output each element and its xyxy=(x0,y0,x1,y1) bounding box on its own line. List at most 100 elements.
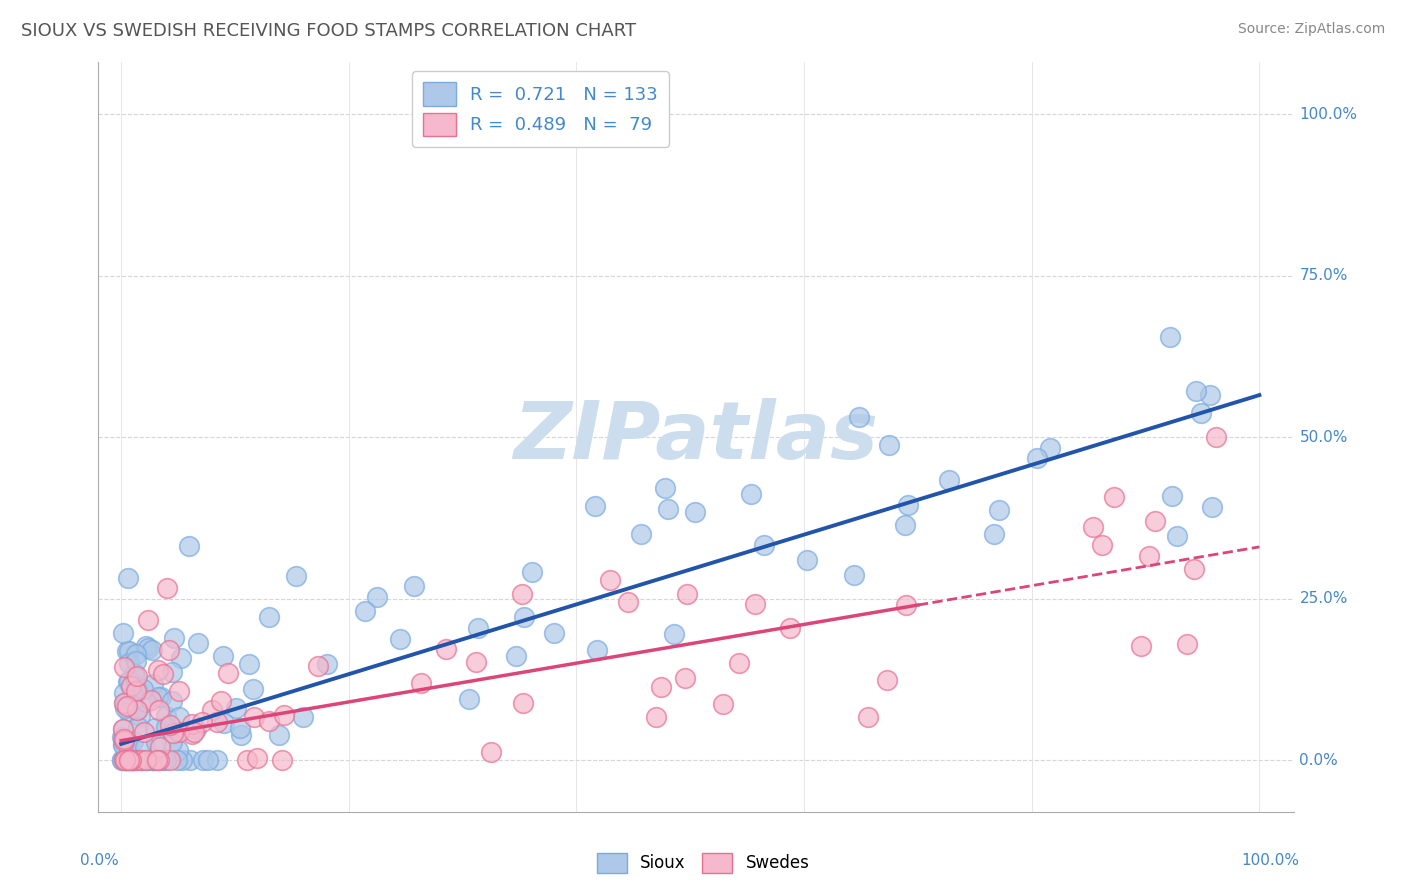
Point xyxy=(112,738,135,752)
Point xyxy=(212,716,235,731)
Point xyxy=(127,702,149,716)
Point xyxy=(115,644,138,658)
Text: 0.0%: 0.0% xyxy=(80,853,120,868)
Point xyxy=(117,704,139,718)
Point xyxy=(160,734,183,748)
Point xyxy=(513,610,536,624)
Point xyxy=(662,627,685,641)
Point xyxy=(1175,637,1198,651)
Point xyxy=(145,735,167,749)
Point xyxy=(183,725,205,739)
Point xyxy=(134,740,156,755)
Point xyxy=(1143,514,1166,528)
Point xyxy=(142,753,165,767)
Point xyxy=(162,726,184,740)
Point xyxy=(148,690,170,704)
Point xyxy=(117,571,139,585)
Point xyxy=(112,751,135,765)
Point xyxy=(125,684,148,698)
Point xyxy=(111,730,134,744)
Point xyxy=(191,714,214,729)
Point xyxy=(307,659,329,673)
Point xyxy=(131,753,153,767)
Point xyxy=(187,636,209,650)
Point xyxy=(114,701,136,715)
Point xyxy=(796,553,818,567)
Point xyxy=(271,753,294,767)
Point xyxy=(129,709,152,723)
Point xyxy=(285,569,308,583)
Point xyxy=(858,710,880,724)
Point xyxy=(257,714,280,728)
Point xyxy=(155,753,177,767)
Point xyxy=(1166,529,1188,543)
Point xyxy=(114,753,136,767)
Point xyxy=(160,665,183,679)
Text: 100.0%: 100.0% xyxy=(1241,853,1299,868)
Point xyxy=(983,527,1005,541)
Point xyxy=(118,734,141,748)
Point xyxy=(114,753,136,767)
Point xyxy=(246,750,269,764)
Point xyxy=(740,487,762,501)
Point xyxy=(146,753,169,767)
Point xyxy=(650,680,672,694)
Point xyxy=(112,696,135,710)
Point xyxy=(512,696,534,710)
Text: Source: ZipAtlas.com: Source: ZipAtlas.com xyxy=(1237,22,1385,37)
Point xyxy=(467,622,489,636)
Point xyxy=(402,579,425,593)
Point xyxy=(122,753,145,767)
Point xyxy=(152,667,174,681)
Point xyxy=(654,481,676,495)
Point xyxy=(179,753,201,767)
Point xyxy=(135,695,157,709)
Point xyxy=(1182,562,1205,576)
Point xyxy=(127,703,149,717)
Point xyxy=(152,753,174,767)
Point xyxy=(479,745,502,759)
Point xyxy=(145,753,167,767)
Point xyxy=(848,410,870,425)
Point xyxy=(1185,384,1208,399)
Point xyxy=(125,654,148,668)
Point xyxy=(124,670,146,684)
Point xyxy=(897,499,920,513)
Point xyxy=(148,753,170,767)
Point xyxy=(112,739,135,753)
Point xyxy=(180,726,202,740)
Point xyxy=(315,657,337,672)
Point xyxy=(118,673,141,688)
Point xyxy=(117,753,139,767)
Point xyxy=(197,753,219,767)
Point xyxy=(115,753,138,767)
Point xyxy=(409,675,432,690)
Point xyxy=(1201,500,1223,514)
Point xyxy=(117,656,139,670)
Point xyxy=(225,701,247,715)
Point xyxy=(120,753,142,767)
Point xyxy=(125,682,148,697)
Point xyxy=(172,753,194,767)
Text: 25.0%: 25.0% xyxy=(1299,591,1348,606)
Point xyxy=(238,657,260,671)
Point xyxy=(586,643,609,657)
Point xyxy=(896,598,918,612)
Point xyxy=(152,753,174,767)
Point xyxy=(1205,430,1227,444)
Point xyxy=(125,669,148,683)
Point xyxy=(505,648,527,663)
Point xyxy=(136,613,159,627)
Point xyxy=(141,753,163,767)
Point xyxy=(1081,520,1104,534)
Point xyxy=(132,682,155,697)
Point xyxy=(630,527,652,541)
Point xyxy=(1160,490,1182,504)
Point xyxy=(599,573,621,587)
Point xyxy=(155,709,177,723)
Point xyxy=(146,663,169,677)
Point xyxy=(167,725,190,739)
Point xyxy=(617,595,640,609)
Point xyxy=(229,721,252,735)
Point xyxy=(170,650,193,665)
